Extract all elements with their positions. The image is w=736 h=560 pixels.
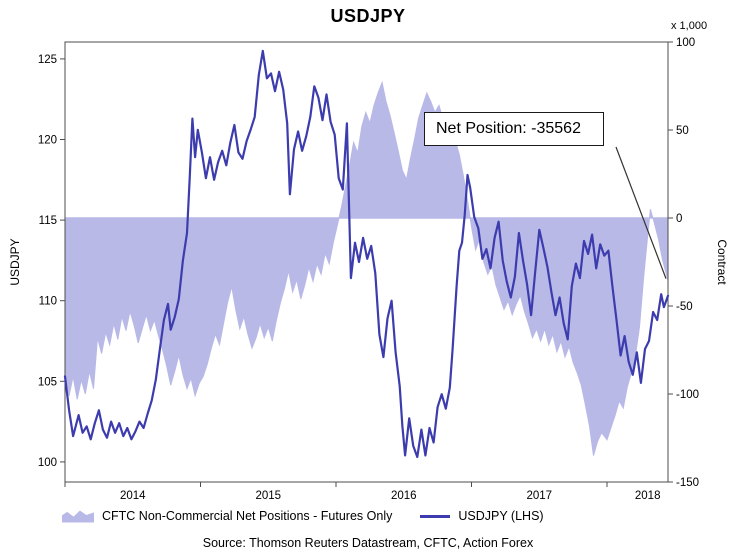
svg-text:100: 100 [676, 37, 695, 49]
net-position-annotation: Net Position: -35562 [424, 112, 604, 146]
left-axis-title: USDJPY [8, 238, 22, 286]
chart-title: USDJPY [330, 6, 406, 26]
svg-text:-100: -100 [676, 389, 699, 401]
svg-text:2018: 2018 [635, 490, 661, 502]
legend-label-net-positions: CFTC Non-Commercial Net Positions - Futu… [102, 509, 393, 523]
svg-text:50: 50 [676, 125, 689, 137]
svg-text:115: 115 [39, 215, 57, 227]
legend-item-net-positions: CFTC Non-Commercial Net Positions - Futu… [62, 509, 392, 523]
svg-text:2014: 2014 [120, 490, 146, 502]
svg-text:110: 110 [39, 296, 57, 308]
legend-item-usdjpy: USDJPY (LHS) [420, 509, 544, 523]
svg-text:2015: 2015 [256, 490, 282, 502]
svg-text:-150: -150 [676, 477, 699, 489]
source-attribution: Source: Thomson Reuters Datastream, CFTC… [202, 536, 534, 550]
svg-text:-50: -50 [676, 301, 693, 313]
area-swatch-icon [62, 510, 94, 523]
svg-text:0: 0 [676, 213, 682, 225]
svg-text:125: 125 [38, 54, 57, 66]
right-axis-unit: x 1,000 [671, 20, 708, 32]
svg-text:120: 120 [38, 135, 57, 147]
line-swatch-icon [420, 514, 451, 518]
svg-text:2016: 2016 [391, 490, 417, 502]
legend: CFTC Non-Commercial Net Positions - Futu… [62, 509, 736, 523]
svg-text:2017: 2017 [527, 490, 553, 502]
svg-text:100: 100 [38, 457, 57, 469]
svg-text:105: 105 [38, 376, 57, 388]
right-axis-title: Contract [715, 239, 729, 285]
legend-label-usdjpy: USDJPY (LHS) [458, 509, 544, 523]
